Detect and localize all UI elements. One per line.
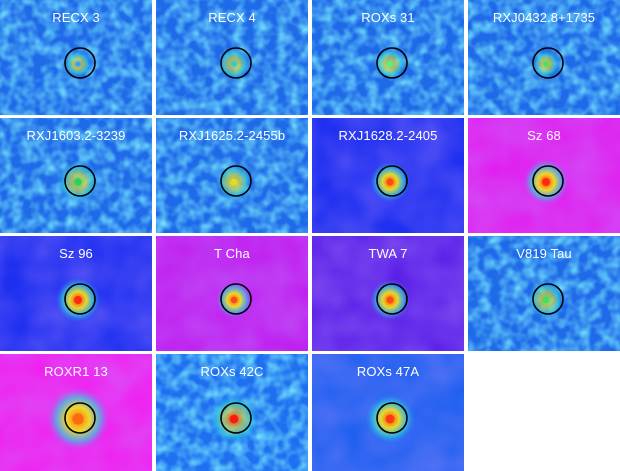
- aperture-circle: [532, 165, 564, 197]
- image-panel: RXJ1603.2-3239: [0, 118, 152, 233]
- source-core: [542, 178, 550, 186]
- panel-label: RXJ1628.2-2405: [338, 128, 438, 143]
- panel-label: V819 Tau: [516, 246, 572, 261]
- source-core: [385, 414, 395, 424]
- panel-label: ROXs 31: [361, 10, 415, 25]
- source-core: [229, 414, 239, 424]
- image-panel: RECX 4: [156, 0, 308, 115]
- panel-image: [156, 0, 308, 115]
- panel-label: ROXs 42C: [200, 364, 264, 379]
- panel-image: [156, 118, 308, 233]
- image-panel: V819 Tau: [468, 236, 620, 351]
- aperture-circle: [376, 283, 408, 315]
- source-core: [231, 61, 237, 67]
- panel-image: [0, 118, 152, 233]
- panel-image: [156, 236, 308, 351]
- panel-label: RXJ0432.8+1735: [492, 10, 596, 25]
- panel-image: [0, 236, 152, 351]
- panel-label: Sz 68: [527, 128, 561, 143]
- source-core: [72, 413, 84, 425]
- aperture-circle: [376, 165, 408, 197]
- panel-label: RXJ1603.2-3239: [26, 128, 126, 143]
- source-core: [542, 296, 550, 304]
- source-core: [230, 178, 238, 186]
- image-panel: ROXs 31: [312, 0, 464, 115]
- source-core: [543, 61, 549, 67]
- image-panel: RXJ1625.2-2455b: [156, 118, 308, 233]
- aperture-circle: [376, 47, 408, 79]
- image-panel: RECX 3: [0, 0, 152, 115]
- source-core: [387, 61, 393, 67]
- panel-image: [0, 354, 152, 471]
- image-panel: ROXs 42C: [156, 354, 308, 471]
- panel-image: [156, 354, 308, 471]
- source-core: [230, 296, 238, 304]
- source-core: [75, 61, 81, 67]
- panel-label: RECX 3: [52, 10, 100, 25]
- panel-image: [312, 0, 464, 115]
- panel-image: [312, 118, 464, 233]
- image-panel: T Cha: [156, 236, 308, 351]
- panel-label: T Cha: [214, 246, 250, 261]
- aperture-circle: [376, 402, 408, 434]
- source-core: [74, 296, 82, 304]
- panel-label: RXJ1625.2-2455b: [178, 128, 286, 143]
- panel-image: [312, 236, 464, 351]
- source-core: [386, 296, 394, 304]
- aperture-circle: [220, 47, 252, 79]
- aperture-circle: [532, 283, 564, 315]
- aperture-circle: [220, 402, 252, 434]
- panel-image: [312, 354, 464, 471]
- panel-label: RECX 4: [208, 10, 256, 25]
- panel-image: [468, 236, 620, 351]
- panel-image: [468, 118, 620, 233]
- aperture-circle: [220, 283, 252, 315]
- image-panel: Sz 68: [468, 118, 620, 233]
- image-panel: RXJ1628.2-2405: [312, 118, 464, 233]
- image-panel: TWA 7: [312, 236, 464, 351]
- image-panel: RXJ0432.8+1735: [468, 0, 620, 115]
- aperture-circle: [64, 165, 96, 197]
- panel-label: TWA 7: [368, 246, 408, 261]
- panel-image: [0, 0, 152, 115]
- aperture-circle: [532, 47, 564, 79]
- aperture-circle: [220, 165, 252, 197]
- panel-label: ROXs 47A: [356, 364, 420, 379]
- aperture-circle: [64, 402, 96, 434]
- image-panel: ROXR1 13: [0, 354, 152, 471]
- panel-image: [468, 0, 620, 115]
- aperture-circle: [64, 47, 96, 79]
- aperture-circle: [64, 283, 96, 315]
- image-panel: Sz 96: [0, 236, 152, 351]
- panel-label: ROXR1 13: [44, 364, 108, 379]
- source-core: [386, 178, 394, 186]
- image-panel: ROXs 47A: [312, 354, 464, 471]
- source-core: [74, 178, 82, 186]
- panel-label: Sz 96: [59, 246, 93, 261]
